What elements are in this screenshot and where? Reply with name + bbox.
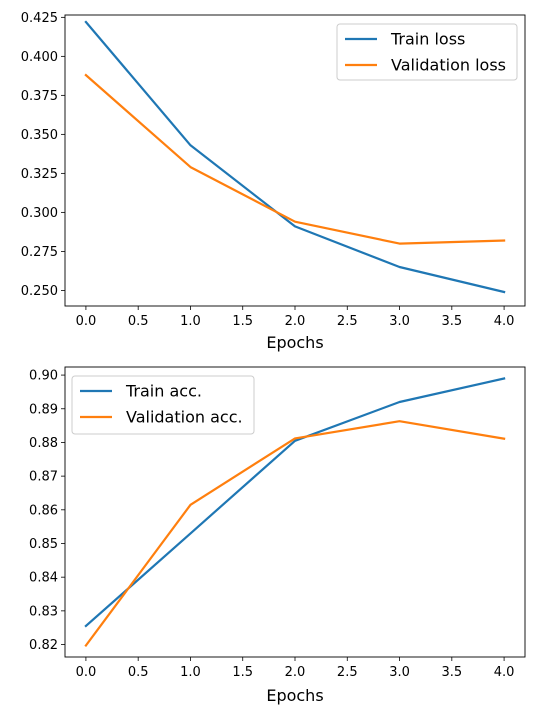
y-tick-label: 0.400 (21, 50, 58, 65)
y-tick-label: 0.375 (21, 89, 58, 104)
y-tick-label: 0.89 (29, 402, 58, 417)
x-tick-label: 2.5 (337, 314, 358, 329)
y-tick-label: 0.87 (29, 470, 58, 485)
y-tick-label: 0.88 (29, 436, 58, 451)
x-axis-label: Epochs (266, 686, 323, 705)
series-line-train-loss (84, 20, 506, 294)
y-tick-label: 0.350 (21, 128, 58, 143)
legend-box (336, 23, 518, 81)
x-tick-label: 0.5 (128, 665, 149, 680)
legend-label: Validation acc. (126, 408, 243, 427)
y-tick-label: 0.300 (21, 206, 58, 221)
x-tick-label: 1.0 (180, 314, 201, 329)
series-line-validation-loss (84, 73, 506, 245)
accuracy-chart: 0.0 0.5 1.0 1.5 2.0 2.5 3.0 3.5 4.0 0.82 0.83 0.84 0… (29, 366, 526, 705)
x-tick-label: 0.0 (76, 314, 97, 329)
x-tick-label: 1.0 (180, 665, 201, 680)
x-tick-label: 0.5 (128, 314, 149, 329)
y-tick-label: 0.425 (21, 11, 58, 26)
y-tick-label: 0.275 (21, 245, 58, 260)
x-tick-label: 3.5 (441, 665, 462, 680)
x-tick-label: 0.0 (76, 665, 97, 680)
legend-label: Train loss (390, 30, 465, 49)
y-tick-label: 0.90 (29, 369, 58, 384)
series-line-validation-acc (84, 420, 506, 648)
x-tick-label: 3.0 (389, 314, 410, 329)
x-tick-label: 1.5 (232, 665, 253, 680)
x-axis-label: Epochs (266, 333, 323, 352)
y-tick-label: 0.82 (29, 638, 58, 653)
x-tick-label: 2.5 (337, 665, 358, 680)
x-tick-label: 4.0 (494, 665, 515, 680)
x-tick-label: 3.0 (389, 665, 410, 680)
x-tick-label: 2.0 (285, 665, 306, 680)
y-tick-label: 0.86 (29, 503, 58, 518)
y-tick-label: 0.85 (29, 537, 58, 552)
legend-label: Train acc. (125, 382, 202, 401)
y-tick-label: 0.250 (21, 284, 58, 299)
legend-box (71, 375, 255, 435)
x-tick-label: 1.5 (232, 314, 253, 329)
x-tick-label: 4.0 (494, 314, 515, 329)
legend-label: Validation loss (391, 56, 506, 75)
loss-chart: 0.0 0.5 1.0 1.5 2.0 2.5 3.0 3.5 4.0 0.250 0.275 0.3… (21, 11, 526, 352)
x-tick-label: 2.0 (285, 314, 306, 329)
series-line-train-acc (84, 377, 506, 628)
y-tick-label: 0.83 (29, 604, 58, 619)
x-tick-label: 3.5 (441, 314, 462, 329)
y-tick-label: 0.325 (21, 167, 58, 182)
y-tick-label: 0.84 (29, 571, 58, 586)
